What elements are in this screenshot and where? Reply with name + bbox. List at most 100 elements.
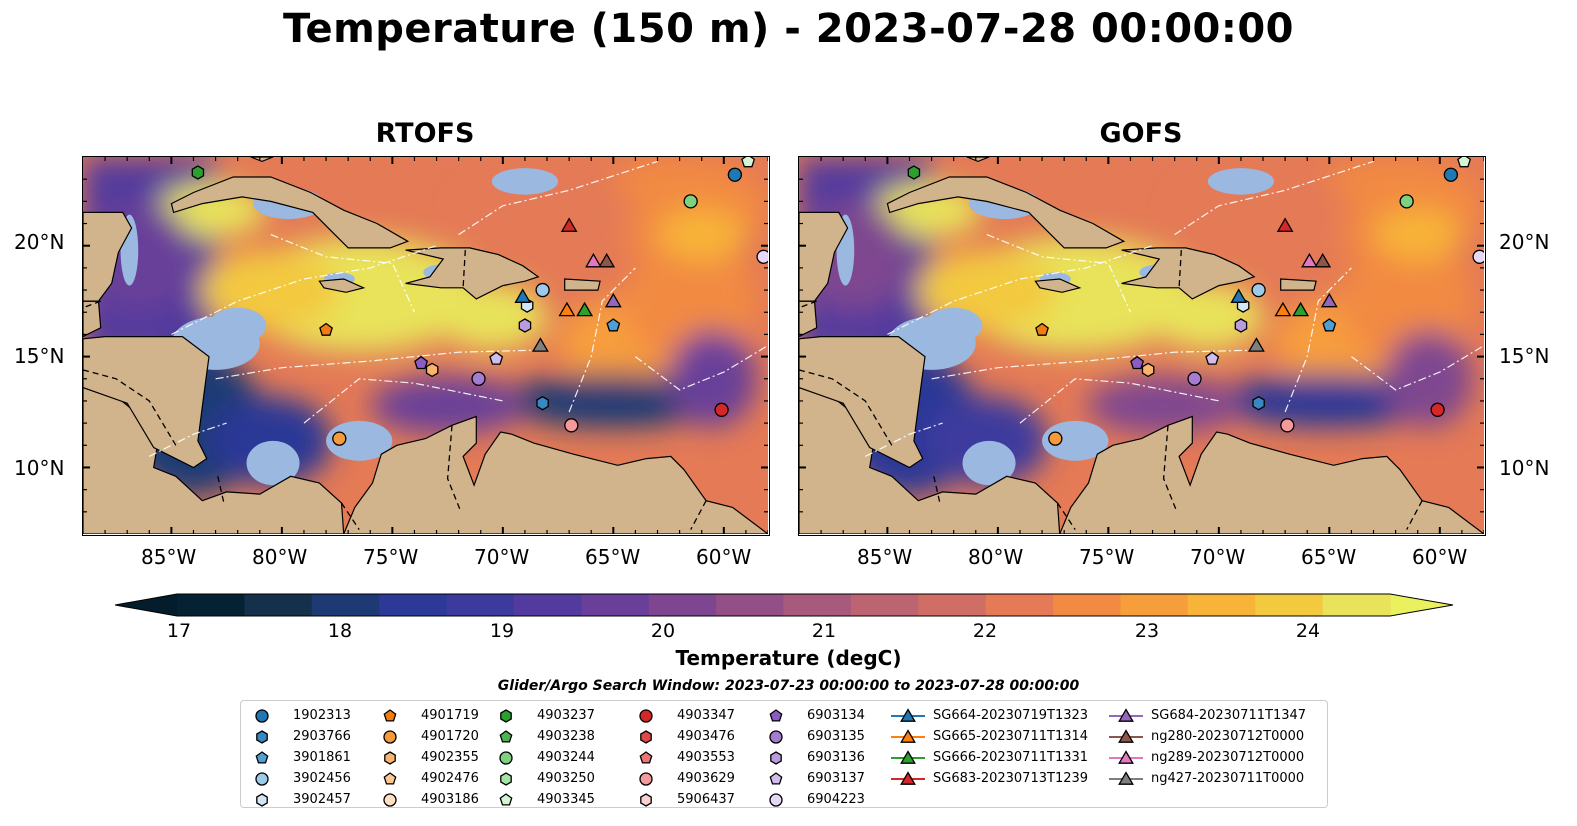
legend-label: 3902456 <box>293 771 351 786</box>
marker-4903347 <box>714 402 729 417</box>
country-border <box>933 476 942 506</box>
colorbar-bin <box>850 594 919 616</box>
legend-marker-icon <box>770 750 782 765</box>
marker-4903237 <box>907 165 921 180</box>
legend-marker-icon <box>383 708 397 722</box>
colorbar-bin <box>716 594 785 616</box>
legend-symbol <box>769 729 783 744</box>
lat-tick-label: 10°N <box>1499 456 1550 480</box>
marker-ng427-20230711T0000 <box>1247 337 1265 352</box>
legend-label: 2903766 <box>293 729 351 744</box>
figure-title: Temperature (150 m) - 2023-07-28 00:00:0… <box>282 6 1295 52</box>
colorbar-tick-label: 23 <box>1134 620 1160 642</box>
shallow-shelf <box>246 440 300 486</box>
eez-boundary <box>635 344 768 391</box>
marker-6903136 <box>1234 318 1248 333</box>
legend-marker-icon <box>769 771 783 785</box>
marker-6903136 <box>518 318 532 333</box>
lon-tick-label: 75°W <box>363 545 419 569</box>
legend-label: 6903136 <box>807 750 865 765</box>
eez-boundary <box>568 267 636 413</box>
legend-marker-icon <box>769 729 783 744</box>
colorbar-tick-label: 21 <box>811 620 837 642</box>
legend-column: SG664-20230719T1323 SG665-20230711T1314 SG… <box>891 705 1088 789</box>
colorbar-bin <box>177 594 245 616</box>
marker-4903345 <box>1457 157 1472 168</box>
marker-2903766 <box>536 395 549 411</box>
marker-SG684-20230711T1347 <box>1320 292 1338 308</box>
country-border <box>217 476 226 506</box>
legend-item: 4903476 <box>637 726 735 747</box>
marker-4901719 <box>319 322 333 336</box>
country-border <box>1406 500 1423 530</box>
legend-marker-icon <box>500 771 512 786</box>
eez-boundary <box>887 245 1153 335</box>
legend-marker-icon <box>769 708 783 722</box>
map-panel-rtofs[interactable] <box>82 156 770 536</box>
map-svg <box>83 157 768 534</box>
country-border <box>690 500 707 530</box>
legend-item: 4903237 <box>497 705 595 726</box>
marker-6903137 <box>489 351 504 365</box>
legend-item: 3902457 <box>253 789 351 810</box>
legend-label: 4902355 <box>421 750 479 765</box>
legend-marker-icon <box>384 750 396 765</box>
marker-6903134 <box>1130 355 1145 370</box>
legend-item: 6903136 <box>767 747 865 768</box>
legend-item: 4903250 <box>497 768 595 789</box>
marker-ng280-20230712T0000 <box>1314 252 1332 268</box>
legend-symbol <box>500 708 512 723</box>
legend-marker-icon <box>1109 770 1143 785</box>
legend-marker-icon <box>383 792 397 807</box>
legend-item: 3901861 <box>253 747 351 768</box>
legend-marker-icon <box>639 771 653 786</box>
land-mass <box>886 176 1126 249</box>
marker-4903237 <box>191 165 205 180</box>
marker-1902313 <box>1443 167 1459 182</box>
legend-label: SG684-20230711T1347 <box>1151 708 1307 723</box>
land-mass <box>1121 247 1256 300</box>
colorbar-bin <box>1120 594 1189 616</box>
legend-item: 4903345 <box>497 789 595 810</box>
marker-4903244 <box>683 194 698 209</box>
legend-triangle <box>1118 749 1134 764</box>
eez-boundary <box>1284 267 1352 413</box>
legend-label: 4903250 <box>537 771 595 786</box>
lat-tick-label: 20°N <box>14 230 65 254</box>
lon-tick-label: 60°W <box>1412 545 1468 569</box>
legend-marker-icon <box>256 729 268 744</box>
marker-6903134 <box>414 355 429 370</box>
land-mass <box>1034 278 1082 293</box>
colorbar-bin <box>513 594 582 616</box>
land-mass <box>83 211 133 302</box>
map-panel-gofs[interactable] <box>798 156 1486 536</box>
legend-label: 4903347 <box>677 708 735 723</box>
temperature-field <box>83 157 768 497</box>
marker-3901861 <box>1322 318 1337 332</box>
legend-item: 4903553 <box>637 747 735 768</box>
colorbar-tick-label: 19 <box>489 620 515 642</box>
land-mass <box>83 336 210 469</box>
legend-item: ng289-20230712T0000 <box>1109 747 1306 768</box>
marker-ng427-20230711T0000 <box>531 337 549 352</box>
legend-symbol <box>499 729 513 743</box>
shallow-shelf <box>491 168 559 195</box>
eez-boundary <box>865 422 943 457</box>
legend-marker-icon <box>256 792 268 807</box>
map-svg <box>799 157 1484 534</box>
legend-label: 4903476 <box>677 729 735 744</box>
marker-SG664-20230719T1323 <box>1230 288 1248 303</box>
country-border <box>462 250 466 288</box>
legend-column: SG684-20230711T1347 ng280-20230712T0000 ng… <box>1109 705 1306 789</box>
marker-4901719 <box>1035 322 1049 336</box>
colorbar-extend-low <box>115 594 177 616</box>
marker-SG665-20230711T1314 <box>1274 301 1292 317</box>
country-border <box>340 502 360 530</box>
legend-label: 3902457 <box>293 792 351 807</box>
marker-6903137 <box>1205 351 1220 365</box>
legend-column: 1902313 2903766 3901861 3902456 3902457 <box>253 705 351 810</box>
legend-column: 6903134 6903135 6903136 6903137 6904223 <box>767 705 865 810</box>
country-border <box>799 369 893 446</box>
marker-ng289-20230712T0000 <box>585 252 602 268</box>
legend-marker-icon <box>640 792 652 807</box>
